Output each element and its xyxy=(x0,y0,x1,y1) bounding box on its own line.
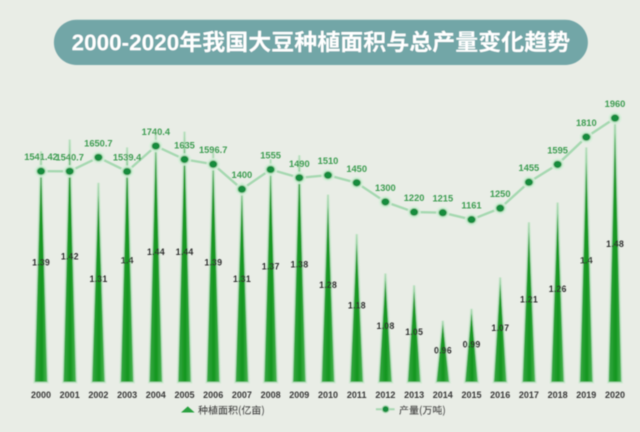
svg-text:2007: 2007 xyxy=(232,390,252,400)
svg-text:1.07: 1.07 xyxy=(491,323,509,333)
svg-text:2014: 2014 xyxy=(433,390,453,400)
svg-text:1215: 1215 xyxy=(432,194,453,204)
svg-text:1510: 1510 xyxy=(318,156,339,166)
svg-text:1.18: 1.18 xyxy=(348,301,366,311)
svg-text:1.44: 1.44 xyxy=(147,247,166,257)
svg-text:1.08: 1.08 xyxy=(377,321,395,331)
svg-text:1300: 1300 xyxy=(375,183,396,193)
svg-text:1.39: 1.39 xyxy=(204,258,222,268)
svg-text:2009: 2009 xyxy=(289,390,309,400)
svg-text:1220: 1220 xyxy=(404,193,425,203)
svg-text:2019: 2019 xyxy=(576,390,596,400)
svg-text:1.44: 1.44 xyxy=(176,247,195,257)
svg-text:2005: 2005 xyxy=(174,390,194,400)
svg-text:1400: 1400 xyxy=(232,170,253,180)
svg-text:2012: 2012 xyxy=(375,390,395,400)
svg-text:2002: 2002 xyxy=(88,390,108,400)
svg-text:2010: 2010 xyxy=(318,390,338,400)
svg-text:1650.7: 1650.7 xyxy=(84,138,112,148)
svg-text:1.21: 1.21 xyxy=(520,294,538,304)
svg-text:1161: 1161 xyxy=(461,201,481,211)
svg-text:1.28: 1.28 xyxy=(319,280,337,290)
svg-text:2001: 2001 xyxy=(60,390,80,400)
svg-text:1.4: 1.4 xyxy=(580,255,594,265)
svg-text:1.39: 1.39 xyxy=(32,258,50,268)
svg-text:1960: 1960 xyxy=(605,99,626,109)
svg-text:1.26: 1.26 xyxy=(549,284,567,294)
svg-text:1450: 1450 xyxy=(346,164,367,174)
svg-text:1539.4: 1539.4 xyxy=(113,153,142,163)
svg-text:1540.7: 1540.7 xyxy=(55,152,83,162)
svg-text:0.99: 0.99 xyxy=(463,339,481,349)
svg-text:2015: 2015 xyxy=(461,390,481,400)
svg-text:1.42: 1.42 xyxy=(61,251,79,261)
svg-text:1541.42: 1541.42 xyxy=(24,152,58,162)
svg-text:2017: 2017 xyxy=(519,390,539,400)
svg-text:1740.4: 1740.4 xyxy=(142,127,171,137)
svg-text:1.31: 1.31 xyxy=(233,274,251,284)
svg-text:2018: 2018 xyxy=(548,390,568,400)
svg-text:1490: 1490 xyxy=(289,159,310,169)
svg-text:0.96: 0.96 xyxy=(434,346,452,356)
svg-text:2013: 2013 xyxy=(404,390,424,400)
svg-text:1455: 1455 xyxy=(519,163,540,173)
svg-text:2020: 2020 xyxy=(605,390,625,400)
svg-text:1635: 1635 xyxy=(174,140,195,150)
svg-text:1.05: 1.05 xyxy=(405,327,423,337)
svg-text:1.4: 1.4 xyxy=(121,255,135,265)
svg-text:1596.7: 1596.7 xyxy=(199,145,227,155)
svg-text:2011: 2011 xyxy=(347,390,367,400)
svg-text:1.48: 1.48 xyxy=(606,239,624,249)
svg-text:1.38: 1.38 xyxy=(290,260,308,270)
svg-text:1595: 1595 xyxy=(547,145,568,155)
svg-text:1.37: 1.37 xyxy=(262,262,280,272)
svg-text:1810: 1810 xyxy=(576,118,597,128)
svg-text:2004: 2004 xyxy=(146,390,166,400)
svg-text:1250: 1250 xyxy=(490,189,511,199)
svg-text:1555: 1555 xyxy=(260,151,281,161)
svg-text:2006: 2006 xyxy=(203,390,223,400)
svg-text:1.31: 1.31 xyxy=(90,274,108,284)
svg-text:2003: 2003 xyxy=(117,390,137,400)
svg-text:2016: 2016 xyxy=(490,390,510,400)
svg-text:2008: 2008 xyxy=(261,390,281,400)
svg-text:2000: 2000 xyxy=(31,390,51,400)
